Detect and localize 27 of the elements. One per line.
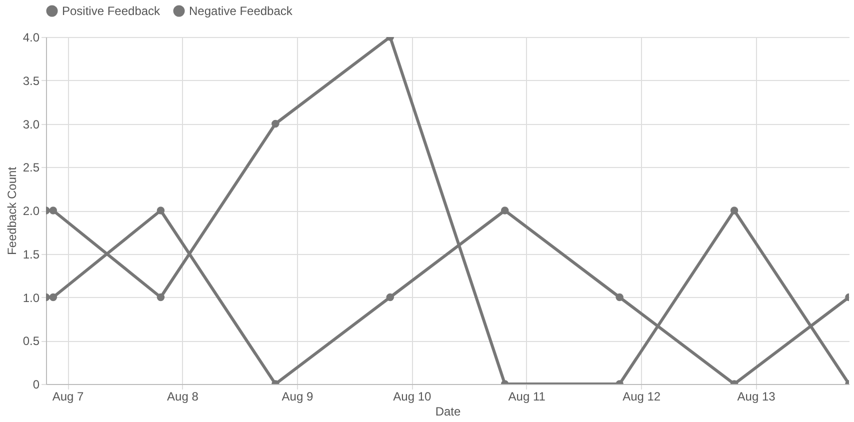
x-tick-label: Aug 8 <box>167 390 199 404</box>
x-tick-label: Aug 9 <box>282 390 314 404</box>
x-tick-label: Aug 7 <box>52 390 84 404</box>
y-tick-label: 0 <box>32 378 40 392</box>
x-tick-label: Aug 13 <box>737 390 776 404</box>
y-tick-label: 1.0 <box>22 290 40 305</box>
legend-label: Negative Feedback <box>189 4 294 18</box>
x-tick-label: Aug 11 <box>508 390 546 404</box>
x-tick-label: Aug 10 <box>393 390 432 404</box>
y-axis-title: Feedback Count <box>4 166 19 256</box>
y-tick-label: 3.0 <box>22 117 40 132</box>
y-tick-label: 3.5 <box>22 74 40 88</box>
y-tick-label: 2.5 <box>22 160 40 175</box>
x-tick-label: Aug 12 <box>622 390 661 404</box>
x-axis-title: Date <box>435 404 461 418</box>
y-tick-label: 0.5 <box>22 334 40 348</box>
point <box>386 293 394 302</box>
point <box>156 293 165 302</box>
point <box>730 206 738 214</box>
point <box>616 293 624 302</box>
y-tick-label: 2.0 <box>22 204 40 218</box>
legend-label: Positive Feedback <box>62 4 162 18</box>
y-tick-label: 4.0 <box>22 30 40 44</box>
point <box>272 120 280 128</box>
point <box>156 206 165 214</box>
point <box>500 206 509 214</box>
y-tick-label: 1.5 <box>22 247 40 262</box>
